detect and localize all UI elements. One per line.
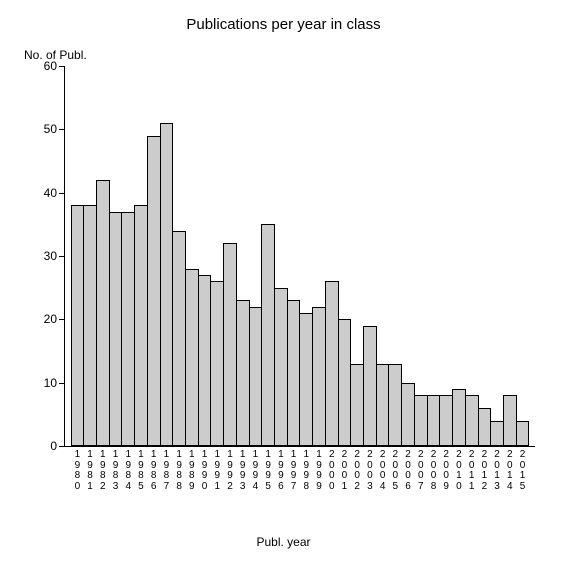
x-tick-labels: 1980198119821983198419851986198719881989… xyxy=(71,446,529,494)
bar xyxy=(414,395,428,446)
x-tick-label: 1984 xyxy=(122,446,135,494)
bar xyxy=(198,275,212,446)
x-axis-title: Publ. year xyxy=(0,535,567,549)
x-tick-label: 2014 xyxy=(503,446,516,494)
x-tick-label: 2008 xyxy=(427,446,440,494)
bar xyxy=(465,395,479,446)
x-tick-label: 1994 xyxy=(249,446,262,494)
x-tick-label: 2006 xyxy=(402,446,415,494)
bar xyxy=(312,307,326,446)
x-tick-label: 1980 xyxy=(71,446,84,494)
bar xyxy=(516,421,530,446)
bar xyxy=(503,395,517,446)
plot-area: 1980198119821983198419851986198719881989… xyxy=(64,66,535,447)
x-tick-label: 1983 xyxy=(109,446,122,494)
x-tick-label: 1987 xyxy=(160,446,173,494)
bar xyxy=(274,288,288,446)
x-tick-label: 2007 xyxy=(414,446,427,494)
chart-container: Publications per year in class No. of Pu… xyxy=(0,0,567,567)
x-tick-label: 2015 xyxy=(516,446,529,494)
x-tick-label: 2004 xyxy=(376,446,389,494)
bar xyxy=(236,300,250,446)
bar xyxy=(478,408,492,446)
x-tick-label: 1991 xyxy=(211,446,224,494)
x-tick-label: 1999 xyxy=(313,446,326,494)
bar xyxy=(376,364,390,446)
x-tick-label: 2000 xyxy=(325,446,338,494)
y-tick-label: 20 xyxy=(31,312,57,326)
x-tick-label: 2003 xyxy=(364,446,377,494)
bar xyxy=(490,421,504,446)
x-tick-label: 2011 xyxy=(465,446,478,494)
bar xyxy=(210,281,224,446)
y-tick-label: 60 xyxy=(31,59,57,73)
y-tick xyxy=(59,319,65,320)
bar xyxy=(134,205,148,446)
bar xyxy=(299,313,313,446)
bar xyxy=(83,205,97,446)
y-tick xyxy=(59,256,65,257)
x-tick-label: 2009 xyxy=(440,446,453,494)
x-tick-label: 1988 xyxy=(173,446,186,494)
x-tick-label: 1993 xyxy=(236,446,249,494)
x-tick-label: 1981 xyxy=(84,446,97,494)
bar xyxy=(439,395,453,446)
x-tick-label: 1982 xyxy=(96,446,109,494)
bar xyxy=(452,389,466,446)
bar xyxy=(261,224,275,446)
x-tick-label: 1998 xyxy=(300,446,313,494)
bar xyxy=(172,231,186,446)
chart-title: Publications per year in class xyxy=(0,16,567,33)
bar xyxy=(121,212,135,446)
x-tick-label: 1985 xyxy=(135,446,148,494)
y-tick-label: 0 xyxy=(31,439,57,453)
bar xyxy=(401,383,415,446)
bar xyxy=(287,300,301,446)
x-tick-label: 1990 xyxy=(198,446,211,494)
y-tick xyxy=(59,446,65,447)
bar xyxy=(388,364,402,446)
bar xyxy=(363,326,377,446)
bars-group xyxy=(71,66,529,446)
x-tick-label: 2010 xyxy=(453,446,466,494)
bar xyxy=(325,281,339,446)
y-tick-label: 30 xyxy=(31,249,57,263)
bar xyxy=(109,212,123,446)
x-tick-label: 1986 xyxy=(147,446,160,494)
x-tick-label: 1995 xyxy=(262,446,275,494)
bar xyxy=(160,123,174,446)
x-tick-label: 1997 xyxy=(287,446,300,494)
y-tick xyxy=(59,66,65,67)
x-tick-label: 1989 xyxy=(185,446,198,494)
bar xyxy=(96,180,110,446)
y-tick-label: 50 xyxy=(31,122,57,136)
x-tick-label: 2013 xyxy=(491,446,504,494)
y-tick xyxy=(59,383,65,384)
x-tick-label: 2002 xyxy=(351,446,364,494)
bar xyxy=(350,364,364,446)
y-tick-label: 40 xyxy=(31,186,57,200)
bar xyxy=(185,269,199,446)
bar xyxy=(147,136,161,446)
x-tick-label: 2012 xyxy=(478,446,491,494)
y-tick xyxy=(59,129,65,130)
x-tick-label: 2005 xyxy=(389,446,402,494)
x-tick-label: 1996 xyxy=(275,446,288,494)
bar xyxy=(338,319,352,446)
x-tick-label: 1992 xyxy=(224,446,237,494)
y-tick-label: 10 xyxy=(31,376,57,390)
y-tick xyxy=(59,193,65,194)
bar xyxy=(71,205,85,446)
bar xyxy=(249,307,263,446)
bar xyxy=(223,243,237,446)
x-tick-label: 2001 xyxy=(338,446,351,494)
bar xyxy=(427,395,441,446)
